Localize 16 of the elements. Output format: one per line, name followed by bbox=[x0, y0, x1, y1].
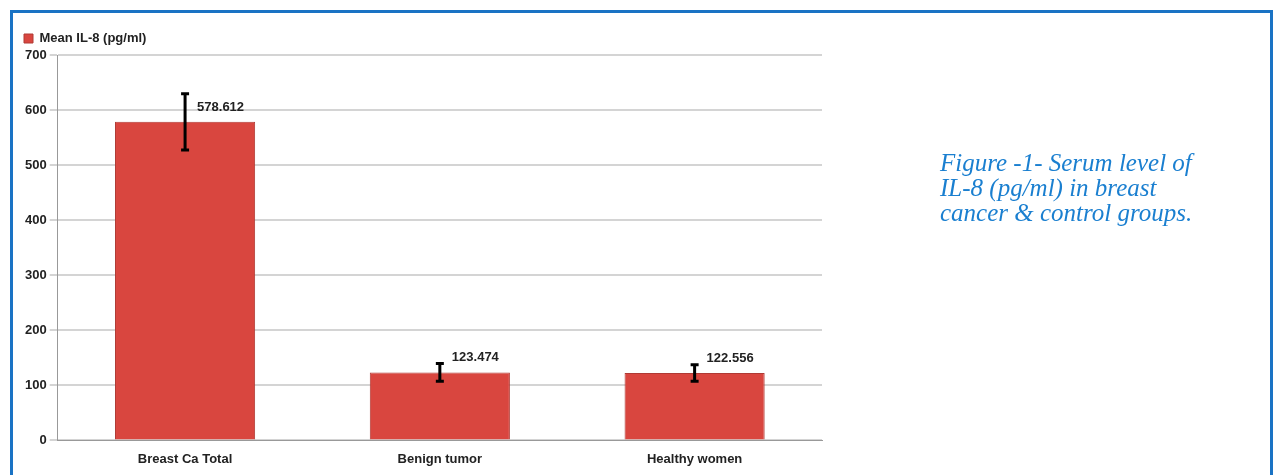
y-tick-label: 400 bbox=[24, 211, 47, 227]
legend-label: Mean IL-8 (pg/ml) bbox=[39, 30, 147, 46]
data-label: 122.556 bbox=[706, 350, 754, 365]
y-tick-label: 600 bbox=[24, 101, 47, 117]
x-tick-label: Benign tumor bbox=[397, 450, 483, 466]
y-tick-label: 500 bbox=[24, 156, 47, 172]
x-tick-label: Breast Ca Total bbox=[137, 450, 233, 466]
y-tick-label: 300 bbox=[24, 266, 47, 282]
x-tick-label: Healthy women bbox=[646, 450, 743, 466]
data-label: 578.612 bbox=[197, 98, 245, 114]
data-label: 123.474 bbox=[451, 349, 500, 365]
y-tick-label: 0 bbox=[39, 431, 47, 447]
y-tick-label: 200 bbox=[24, 321, 47, 337]
text: Figure -1- Serum level of IL-8 (pg/ml) in breast cancer & control groups. bbox=[940, 149, 1196, 226]
y-tick-label: 700 bbox=[24, 46, 47, 62]
y-tick-label: 100 bbox=[24, 376, 47, 392]
